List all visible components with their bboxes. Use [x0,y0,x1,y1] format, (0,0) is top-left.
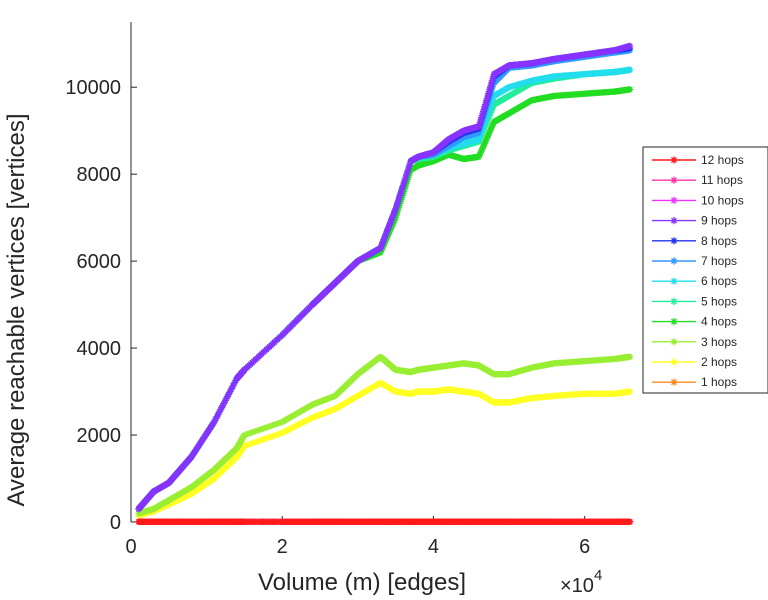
series-point [210,418,218,426]
series-point [232,377,240,384]
series-point [475,129,482,137]
series-point [228,384,236,391]
series-point [214,411,222,418]
series-line [137,69,631,510]
series-point [397,198,404,205]
series-point [626,353,634,360]
series-point [227,388,234,395]
series-point [482,116,489,123]
x-tick-label: 2 [277,536,288,558]
series-point [405,172,413,180]
series-point [488,99,495,107]
series-point [402,182,409,189]
series-point [224,393,231,400]
series-point [220,400,227,408]
series-line [137,88,631,510]
series-point [475,136,482,143]
series-point [215,409,223,417]
x-tick-label: 0 [125,536,136,558]
series-point [221,398,228,406]
series-point [476,134,483,141]
series-point [229,382,237,389]
series-point [403,180,410,187]
series-point [481,118,489,125]
y-tick-label: 2000 [77,425,122,447]
series-point [406,170,413,178]
series-point [216,407,224,415]
series-point [489,104,496,111]
series-point [486,105,493,112]
series-point [489,96,496,103]
series-point [219,402,226,409]
series-point [400,188,408,195]
series-point [626,86,634,93]
series-9-hops [135,42,634,513]
series-6-hops [135,66,634,513]
series-point [403,178,411,185]
y-tick-label: 10000 [65,77,121,99]
y-tick-label: 6000 [77,251,122,273]
series-line [138,355,631,515]
series-point [231,378,239,386]
series-point [218,404,225,411]
series-line [137,69,631,510]
series-point [222,397,229,404]
series-point [483,114,490,121]
series-point [211,416,219,424]
series-point [226,389,233,397]
series-point [398,194,406,201]
series-point [223,395,230,402]
series-point [626,388,634,395]
series-point [395,204,402,211]
series-point [405,174,412,181]
series-point [404,176,411,183]
series-point [476,132,484,139]
x-tick-label: 6 [579,536,590,558]
series-point [487,101,494,109]
x-tick-label: 4 [428,536,439,558]
series-line [137,47,631,510]
series-point [227,386,235,393]
series-point [401,184,409,191]
y-tick-label: 8000 [77,164,122,186]
series-point [394,206,402,213]
series-8-hops [135,44,634,513]
series-line [137,49,631,510]
series-7-hops [135,47,634,513]
series-point [230,380,238,388]
series-point [406,168,414,176]
series-point [488,98,496,105]
series-point [399,192,406,199]
series-point [626,66,634,74]
series-5-hops [135,66,634,513]
y-tick-label: 4000 [77,338,122,360]
series-point [481,119,488,127]
series-point [396,200,404,207]
series-point [399,190,407,197]
series-point [225,391,232,399]
y-tick-label: 0 [110,512,121,534]
series-point [396,202,403,209]
series-point [485,115,492,122]
ticks: 0 2 4 6 0 2000 4000 6000 8000 10000 [65,77,590,558]
series-4-hops [135,86,634,513]
series-3-hops [135,353,634,517]
series-point [217,406,224,413]
series-2-hops [135,379,634,519]
series-point [401,186,408,193]
series-line [137,45,631,510]
series-point [398,196,405,203]
series-point [212,415,220,422]
series-line [138,381,631,517]
series-group [135,42,634,525]
series-point [486,103,494,110]
series-point [213,413,221,420]
